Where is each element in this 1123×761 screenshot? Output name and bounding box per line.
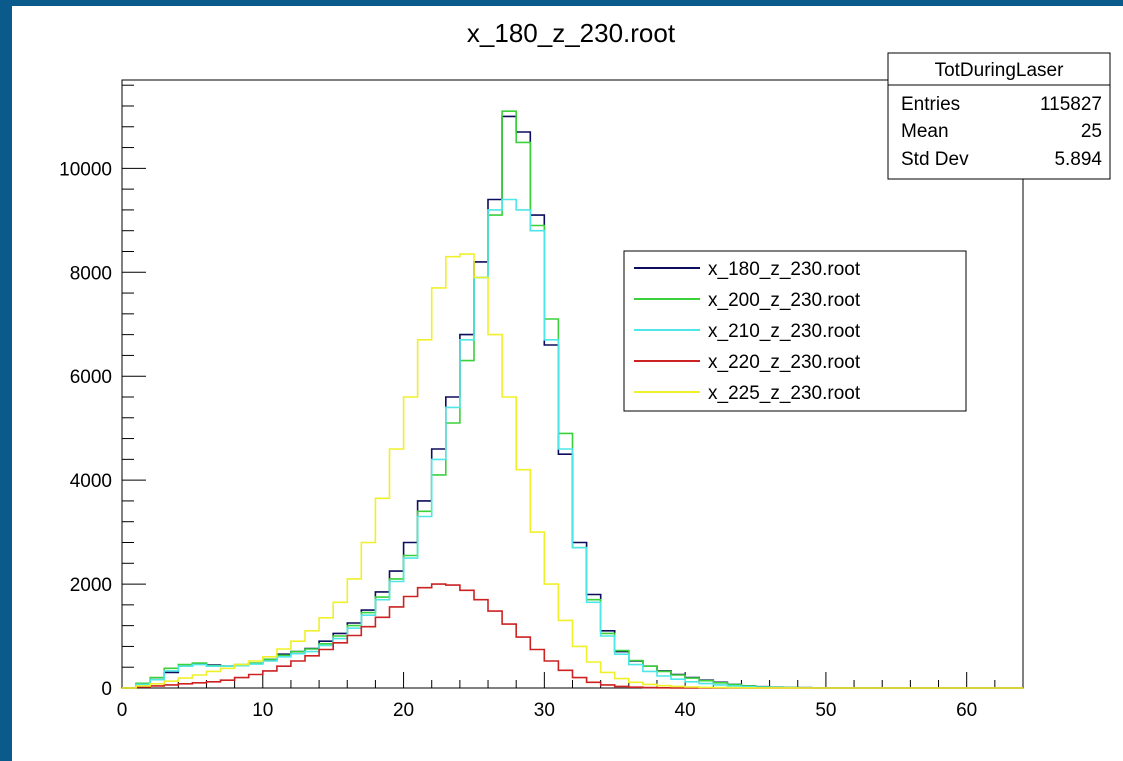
- legend: x_180_z_230.root x_200_z_230.root x_210_…: [624, 251, 966, 411]
- y-tick-label: 6000: [70, 367, 112, 388]
- legend-label: x_200_z_230.root: [708, 290, 861, 311]
- stats-mean-value: 25: [1081, 121, 1102, 142]
- y-tick-label: 0: [101, 679, 112, 700]
- x-tick-label: 20: [393, 700, 414, 721]
- legend-label: x_225_z_230.root: [708, 383, 861, 404]
- y-tick-label: 10000: [59, 159, 112, 180]
- y-tick-label: 8000: [70, 263, 112, 284]
- x-tick-label: 30: [534, 700, 555, 721]
- legend-label: x_180_z_230.root: [708, 259, 861, 280]
- stats-entries-label: Entries: [901, 94, 960, 115]
- x-tick-label: 50: [815, 700, 836, 721]
- legend-label: x_220_z_230.root: [708, 352, 861, 373]
- stats-stddev-label: Std Dev: [901, 149, 969, 170]
- x-tick-label: 40: [675, 700, 696, 721]
- stats-stddev-value: 5.894: [1054, 149, 1102, 170]
- stats-title: TotDuringLaser: [935, 60, 1065, 81]
- stats-entries-value: 115827: [1040, 94, 1102, 115]
- chart-title: x_180_z_230.root: [467, 18, 676, 48]
- x-tick-label: 60: [956, 700, 977, 721]
- histogram-chart: x_180_z_230.root 0 10 20 30 40 50 60 0 2000 4000 6…: [12, 6, 1123, 761]
- x-tick-label: 10: [252, 700, 273, 721]
- canvas-frame: x_180_z_230.root 0 10 20 30 40 50 60 0 2000 4000 6…: [12, 6, 1123, 761]
- stats-mean-label: Mean: [901, 121, 949, 142]
- stats-box: TotDuringLaser Entries 115827 Mean 25 St…: [888, 53, 1110, 179]
- legend-label: x_210_z_230.root: [708, 321, 861, 342]
- y-tick-label: 2000: [70, 575, 112, 596]
- y-tick-label: 4000: [70, 471, 112, 492]
- x-tick-label: 0: [117, 700, 128, 721]
